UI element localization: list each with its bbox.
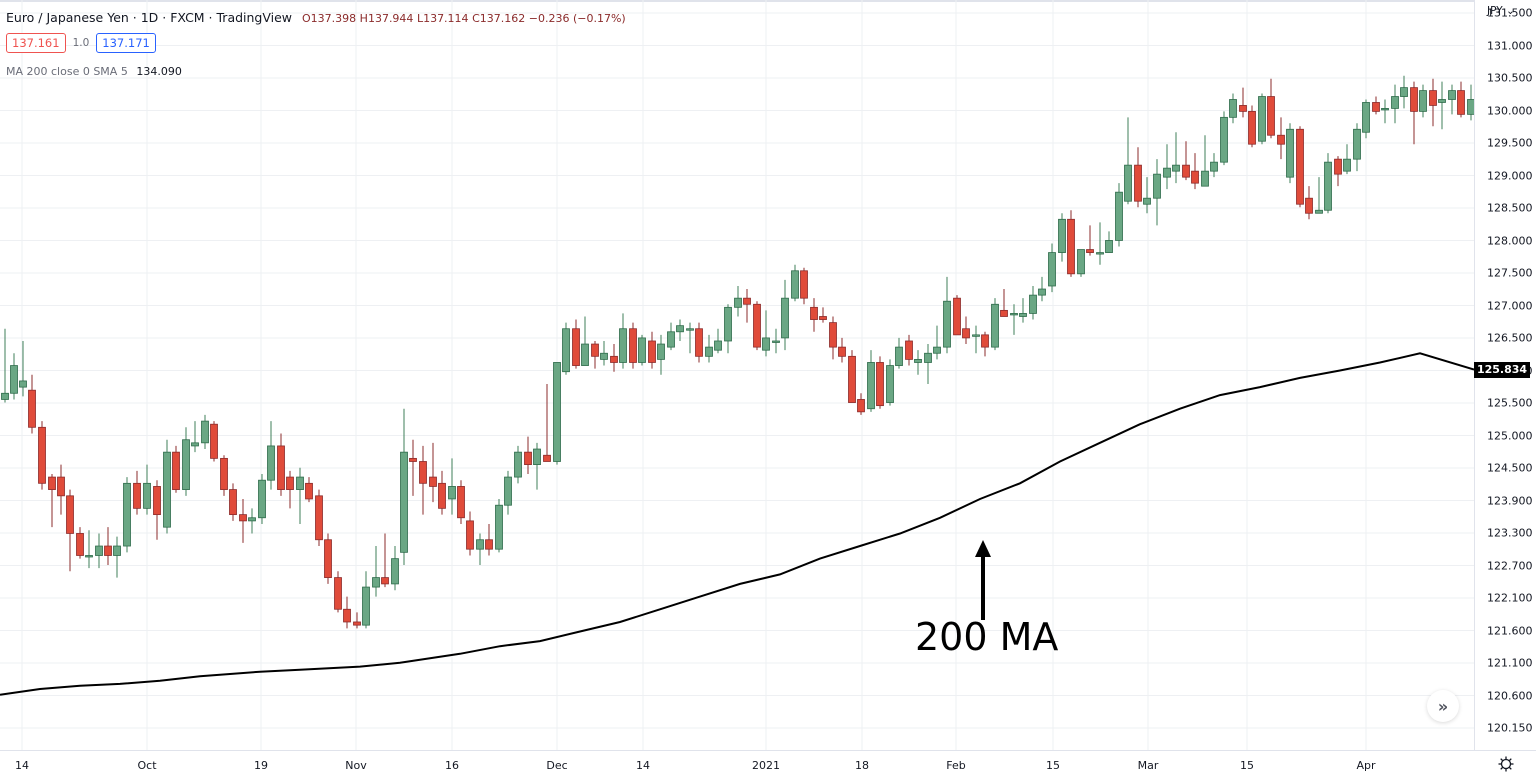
price-tick-label: 130.500	[1487, 71, 1533, 85]
time-tick-label: 14	[15, 759, 29, 772]
close-value: C137.162	[472, 12, 526, 25]
time-tick-label: Feb	[946, 759, 966, 772]
price-tick-label: 129.500	[1487, 136, 1533, 150]
time-tick-label: Mar	[1137, 759, 1159, 772]
price-tick-label: 124.500	[1487, 461, 1533, 475]
ohlc-values: O137.398 H137.944 L137.114 C137.162 −0.2…	[302, 12, 626, 25]
price-tick-label: 125.000	[1487, 429, 1533, 442]
symbol-legend: Euro / Japanese Yen · 1D · FXCM · Tradin…	[6, 10, 626, 25]
ma-price-tag: 125.834	[1474, 361, 1530, 378]
price-tick-label: 128.000	[1487, 234, 1533, 247]
double-chevron-right-icon: »	[1437, 696, 1449, 716]
trade-buttons: 137.161 1.0 137.171	[6, 33, 156, 53]
chevron-down-icon: ⌄	[1505, 5, 1515, 17]
indicator-legend[interactable]: MA 200 close 0 SMA 5 134.090	[6, 65, 182, 78]
quantity-value: 1.0	[72, 37, 90, 49]
price-tick-label: 122.700	[1487, 559, 1533, 572]
annotation-label: 200 MA	[915, 615, 1059, 659]
buy-button[interactable]: 137.171	[96, 33, 156, 53]
indicator-label: MA 200 close 0 SMA 5	[6, 65, 128, 78]
indicator-value: 134.090	[136, 65, 182, 78]
price-tick-label: 131.500	[1487, 6, 1533, 20]
price-tick-label: 126.500	[1487, 331, 1533, 345]
price-tick-label: 127.000	[1487, 299, 1533, 312]
change-value: −0.236 (−0.17%)	[528, 12, 626, 25]
low-value: L137.114	[416, 12, 469, 25]
annotation-arrow-icon	[975, 540, 991, 620]
open-value: O137.398	[302, 12, 357, 25]
price-tick-label: 123.900	[1487, 494, 1533, 507]
ma200-line	[0, 352, 1474, 696]
time-tick-label: 2021	[752, 759, 780, 772]
price-tick-label: 127.500	[1487, 266, 1533, 280]
price-tick-label: 131.000	[1487, 39, 1533, 52]
currency-label: JPY	[1487, 5, 1503, 17]
symbol-title: Euro / Japanese Yen · 1D · FXCM · Tradin…	[6, 10, 293, 25]
sell-button[interactable]: 137.161	[6, 33, 66, 53]
price-tick-label: 125.500	[1487, 396, 1533, 410]
time-tick-label: 18	[855, 759, 869, 772]
currency-selector[interactable]: JPY ⌄	[1487, 5, 1515, 17]
time-tick-label: 15	[1240, 759, 1254, 772]
high-value: H137.944	[359, 12, 414, 25]
scroll-to-realtime-button[interactable]: »	[1427, 690, 1459, 722]
price-tick-label: 129.000	[1487, 169, 1533, 182]
price-tick-label: 128.500	[1487, 201, 1533, 215]
grid-lines	[0, 0, 1474, 750]
time-tick-label: 19	[254, 759, 268, 772]
price-tick-label: 120.150	[1487, 721, 1533, 735]
settings-gear-icon[interactable]	[1497, 755, 1515, 773]
time-tick-label: Oct	[137, 759, 157, 772]
time-tick-label: 14	[636, 759, 650, 772]
time-tick-label: 16	[445, 759, 459, 772]
time-tick-label: Nov	[345, 759, 367, 772]
time-axis[interactable]: 14 Oct 19 Nov 16 Dec 14 2021 18 Feb 15 Mar 15 Apr	[0, 750, 1536, 780]
price-tick-label: 121.600	[1487, 624, 1533, 637]
price-tick-label: 122.100	[1487, 591, 1533, 605]
price-tick-label: 121.100	[1487, 656, 1533, 670]
price-tick-label: 123.300	[1487, 526, 1533, 540]
time-tick-label: Apr	[1356, 759, 1376, 772]
price-tick-label: 120.600	[1487, 689, 1533, 702]
price-tick-label: 130.000	[1487, 104, 1533, 117]
price-chart-canvas[interactable]	[0, 0, 1474, 750]
candlestick-series	[1, 75, 1474, 629]
time-tick-label: 15	[1046, 759, 1060, 772]
time-tick-label: Dec	[546, 759, 568, 772]
